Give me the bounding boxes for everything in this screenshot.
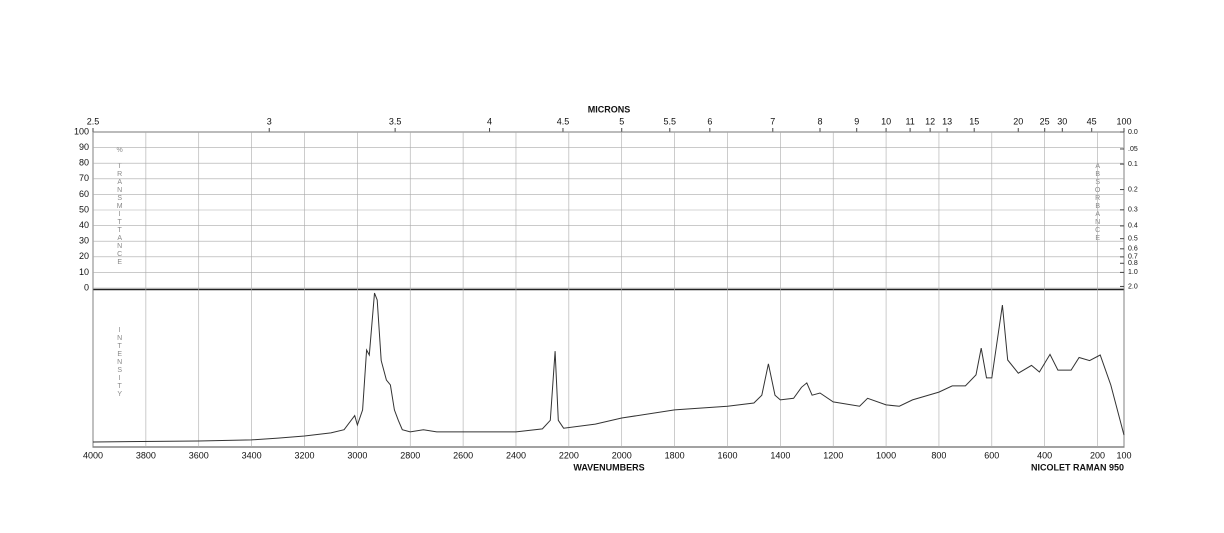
x-tick-label: 800 [931,450,946,460]
micron-tick-label: 6 [707,116,712,126]
transmittance-tick-label: 50 [79,204,89,214]
micron-tick-label: 12 [925,116,935,126]
micron-tick-label: 13 [942,116,952,126]
x-tick-label: 1800 [665,450,685,460]
absorbance-tick-label: 0.5 [1128,236,1138,243]
transmittance-tick-label: 90 [79,142,89,152]
micron-tick-label: 2.5 [87,116,100,126]
transmittance-tick-label: 10 [79,267,89,277]
micron-tick-label: 4.5 [557,116,570,126]
transmittance-tick-label: 20 [79,251,89,261]
x-tick-label: 2600 [453,450,473,460]
micron-tick-label: 5.5 [664,116,677,126]
x-tick-label: 1400 [770,450,790,460]
instrument-label: NICOLET RAMAN 950 [1031,462,1124,472]
x-tick-label: 2200 [559,450,579,460]
absorbance-tick-label: 0.6 [1128,246,1138,253]
x-tick-label: 200 [1090,450,1105,460]
x-tick-label: 1600 [717,450,737,460]
x-tick-label: 3600 [189,450,209,460]
transmittance-tick-label: 60 [79,189,89,199]
micron-tick-label: 25 [1040,116,1050,126]
micron-tick-label: 15 [969,116,979,126]
transmittance-tick-label: 0 [84,282,89,292]
x-tick-label: 3400 [242,450,262,460]
spectrum-line [92,292,1125,443]
absorbance-tick-label: 0.3 [1128,207,1138,214]
micron-tick-label: 11 [905,116,914,126]
absorbance-tick-label: 0.7 [1128,254,1138,261]
x-axis-title: WAVENUMBERS [573,462,644,472]
micron-tick-label: 10 [881,116,891,126]
x-tick-label: 3800 [136,450,156,460]
absorbance-tick-label: 2.0 [1128,283,1138,290]
x-tick-label: 3200 [294,450,314,460]
microns-title: MICRONS [588,104,631,114]
transmittance-tick-label: 80 [79,158,89,168]
absorbance-tick-label: 1.0 [1128,269,1138,276]
transmittance-title: % TRANSMITTANCE [116,147,123,267]
micron-tick-label: 9 [854,116,859,126]
x-tick-label: 1200 [823,450,843,460]
micron-tick-label: 20 [1013,116,1023,126]
x-tick-label: 1000 [876,450,896,460]
transmittance-tick-label: 70 [79,173,89,183]
absorbance-tick-label: .05 [1128,146,1138,153]
absorbance-tick-label: 0.1 [1128,161,1138,168]
transmittance-tick-label: 100 [74,126,89,136]
micron-tick-label: 8 [817,116,822,126]
micron-tick-label: 7 [770,116,775,126]
micron-tick-label: 5 [619,116,624,126]
y-axis-title: INTENSITY [116,327,123,399]
x-tick-label: 600 [984,450,999,460]
micron-tick-label: 4 [487,116,492,126]
micron-tick-label: 30 [1057,116,1067,126]
x-tick-label: 4000 [83,450,103,460]
absorbance-tick-label: 0.4 [1128,223,1138,230]
micron-tick-label: 45 [1087,116,1097,126]
transmittance-tick-label: 30 [79,236,89,246]
transmittance-tick-label: 40 [79,220,89,230]
x-tick-label: 400 [1037,450,1052,460]
x-tick-label: 2400 [506,450,526,460]
micron-tick-label: 100 [1116,116,1131,126]
absorbance-tick-label: 0.2 [1128,186,1138,193]
absorbance-tick-label: 0.0 [1128,129,1138,136]
x-tick-label: 3000 [347,450,367,460]
x-tick-label: 2800 [400,450,420,460]
x-tick-label: 100 [1116,450,1131,460]
absorbance-tick-label: 0.8 [1128,260,1138,267]
micron-tick-label: 3.5 [389,116,402,126]
micron-tick-label: 3 [267,116,272,126]
x-tick-label: 2000 [612,450,632,460]
